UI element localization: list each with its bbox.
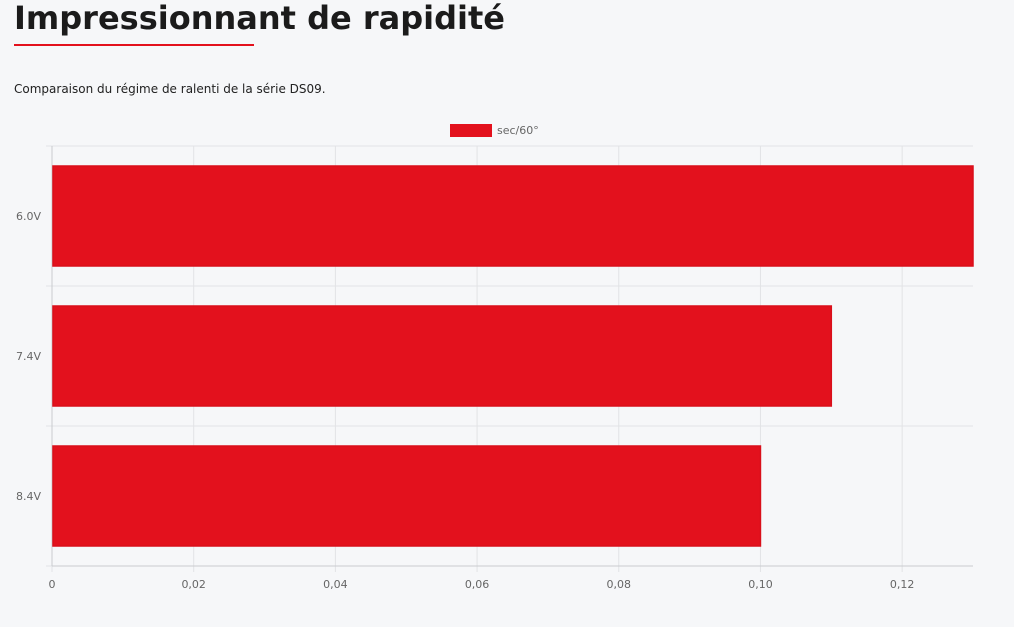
bar-6-0v: [52, 165, 974, 267]
x-tick-label: 0,12: [890, 578, 915, 591]
bar-8-4v: [52, 445, 762, 547]
x-tick-label: 0,10: [748, 578, 773, 591]
x-tick-label: 0,02: [181, 578, 206, 591]
y-tick-label: 8.4V: [16, 490, 41, 503]
x-tick-label: 0,04: [323, 578, 348, 591]
y-tick-label: 6.0V: [16, 210, 41, 223]
title-underline: [14, 44, 254, 46]
x-tick-label: 0,08: [607, 578, 632, 591]
bar-7-4v: [52, 305, 833, 407]
x-tick-label: 0: [49, 578, 56, 591]
legend-label: sec/60°: [497, 124, 539, 137]
page-title: Impressionnant de rapidité: [14, 0, 505, 37]
legend-swatch: [450, 124, 492, 137]
x-tick-label: 0,06: [465, 578, 490, 591]
y-tick-label: 7.4V: [16, 350, 41, 363]
chart-subtitle: Comparaison du régime de ralenti de la s…: [14, 82, 326, 96]
